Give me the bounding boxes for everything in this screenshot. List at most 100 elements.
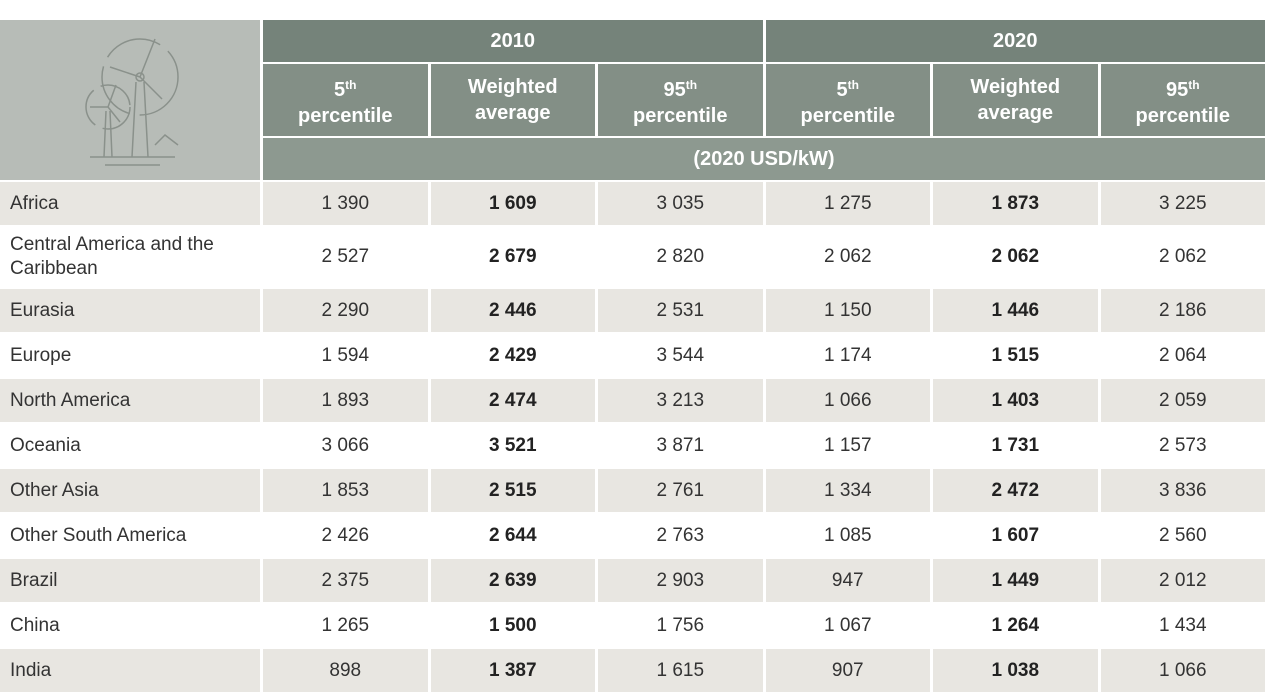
- region-cell: India: [0, 649, 260, 692]
- data-row: India 898 1 387 1 615 907 1 038 1 066: [0, 649, 1265, 692]
- table-head: 2010 2020 5th percentile Weighted average 95…: [0, 20, 1265, 180]
- value-cell: 1 853: [263, 469, 428, 512]
- value-cell: 2 186: [1100, 289, 1265, 332]
- value-cell: 2 903: [598, 559, 763, 602]
- column-text: Weighted average: [467, 76, 558, 124]
- region-cell: Other Asia: [0, 469, 260, 512]
- data-row: China 1 265 1 500 1 756 1 067 1 264 1 434: [0, 604, 1265, 647]
- number: 95: [1165, 78, 1189, 101]
- region-cell: Other South America: [10, 524, 187, 546]
- value-cell: 2 062: [1158, 246, 1207, 267]
- region-cell: China: [10, 614, 60, 636]
- value-cell: 3 225: [1100, 182, 1265, 225]
- column-number: 5th: [263, 72, 428, 103]
- value-cell: 2 062: [823, 246, 872, 267]
- data-row: Brazil 2 375 2 639 2 903 947 1 449 2 012: [0, 559, 1265, 602]
- data-row: Central America and the Caribbean 2 527 2 …: [0, 227, 1265, 287]
- column-text: percentile: [1135, 104, 1230, 127]
- value-cell: 1 446: [933, 289, 1098, 332]
- column-header: 95th percentile: [1100, 64, 1265, 136]
- value-cell: 1 515: [991, 344, 1040, 366]
- value-cell: 1 066: [765, 379, 930, 422]
- wind-turbine-icon: [85, 38, 179, 166]
- year-header: 2010: [263, 20, 763, 62]
- superscript: th: [1188, 77, 1200, 92]
- value-cell: 2 820: [656, 246, 705, 267]
- data-row: Other South America 2 426 2 644 2 763 1 085 1…: [0, 514, 1265, 557]
- value-cell: 3 035: [598, 182, 763, 225]
- number: 95: [663, 78, 686, 101]
- value-cell: 2 531: [598, 289, 763, 332]
- value-cell: 1 157: [823, 434, 872, 456]
- data-row: North America 1 893 2 474 3 213 1 066 1 403 2 …: [0, 379, 1265, 422]
- column-number: 5th: [766, 72, 931, 103]
- value-cell: 3 066: [321, 434, 370, 456]
- value-cell: 1 594: [321, 344, 370, 366]
- table-wrap: 2010 2020 5th percentile Weighted average 95…: [0, 18, 1265, 694]
- region-cell: Eurasia: [0, 289, 260, 332]
- value-cell: 1 607: [991, 524, 1040, 546]
- value-cell: 3 213: [598, 379, 763, 422]
- column-header: Weighted average: [430, 64, 595, 136]
- column-number: 95th: [1101, 72, 1265, 103]
- region-cell: Oceania: [10, 434, 81, 456]
- value-cell: 1 265: [321, 614, 370, 636]
- region-cell: Africa: [0, 182, 260, 225]
- value-cell: 1 731: [991, 434, 1040, 456]
- column-text: Weighted average: [970, 76, 1061, 124]
- value-cell: 2 644: [488, 524, 537, 546]
- value-cell: 2 527: [321, 246, 370, 267]
- data-row: Europe 1 594 2 429 3 544 1 174 1 515 2 064: [0, 334, 1265, 377]
- data-row: Oceania 3 066 3 521 3 871 1 157 1 731 2 573: [0, 424, 1265, 467]
- value-cell: 1 893: [263, 379, 428, 422]
- value-cell: 2 761: [598, 469, 763, 512]
- value-cell: 1 066: [1100, 649, 1265, 692]
- value-cell: 1 275: [765, 182, 930, 225]
- superscript: th: [685, 77, 698, 92]
- value-cell: 1 085: [823, 524, 872, 546]
- value-cell: 2 472: [933, 469, 1098, 512]
- value-cell: 3 521: [488, 434, 537, 456]
- value-cell: 1 174: [823, 344, 872, 366]
- value-cell: 2 573: [1158, 434, 1207, 456]
- number: 5: [836, 78, 848, 101]
- number: 5: [334, 78, 346, 101]
- value-cell: 1 067: [823, 614, 872, 636]
- value-cell: 2 012: [1100, 559, 1265, 602]
- value-cell: 2 426: [321, 524, 370, 546]
- column-number: 95th: [598, 72, 763, 103]
- value-cell: 2 763: [656, 524, 705, 546]
- value-cell: 1 038: [933, 649, 1098, 692]
- value-cell: 898: [263, 649, 428, 692]
- value-cell: 2 560: [1158, 524, 1207, 546]
- value-cell: 2 290: [263, 289, 428, 332]
- value-cell: 3 544: [656, 344, 705, 366]
- value-cell: 2 446: [430, 289, 595, 332]
- column-header: 95th percentile: [598, 64, 763, 136]
- year-row: 2010 2020: [0, 20, 1265, 180]
- units: (2020 USD/kW): [263, 138, 1265, 180]
- units-row: (2020 USD/kW): [0, 138, 1265, 180]
- value-cell: 1 500: [488, 614, 537, 636]
- data-row: Eurasia 2 290 2 446 2 531 1 150 1 446 2 186: [0, 289, 1265, 332]
- value-cell: 1 434: [1158, 614, 1207, 636]
- value-cell: 1 390: [263, 182, 428, 225]
- value-cell: 3 836: [1100, 469, 1265, 512]
- value-cell: 1 615: [598, 649, 763, 692]
- value-cell: 3 871: [656, 434, 705, 456]
- column-row: 5th percentile Weighted average 95th percent…: [0, 64, 1265, 136]
- year-header: 2020: [765, 20, 1265, 62]
- value-cell: 2 375: [263, 559, 428, 602]
- region-cell: Central America and the Caribbean: [10, 234, 214, 279]
- value-cell: 1 150: [765, 289, 930, 332]
- icon-cell: [0, 20, 260, 180]
- value-cell: 2 515: [430, 469, 595, 512]
- value-cell: 2 064: [1158, 344, 1207, 366]
- value-cell: 1 449: [933, 559, 1098, 602]
- column-header: 5th percentile: [263, 64, 428, 136]
- superscript: th: [345, 77, 357, 92]
- value-cell: 2 639: [430, 559, 595, 602]
- value-cell: 947: [765, 559, 930, 602]
- value-cell: 1 609: [430, 182, 595, 225]
